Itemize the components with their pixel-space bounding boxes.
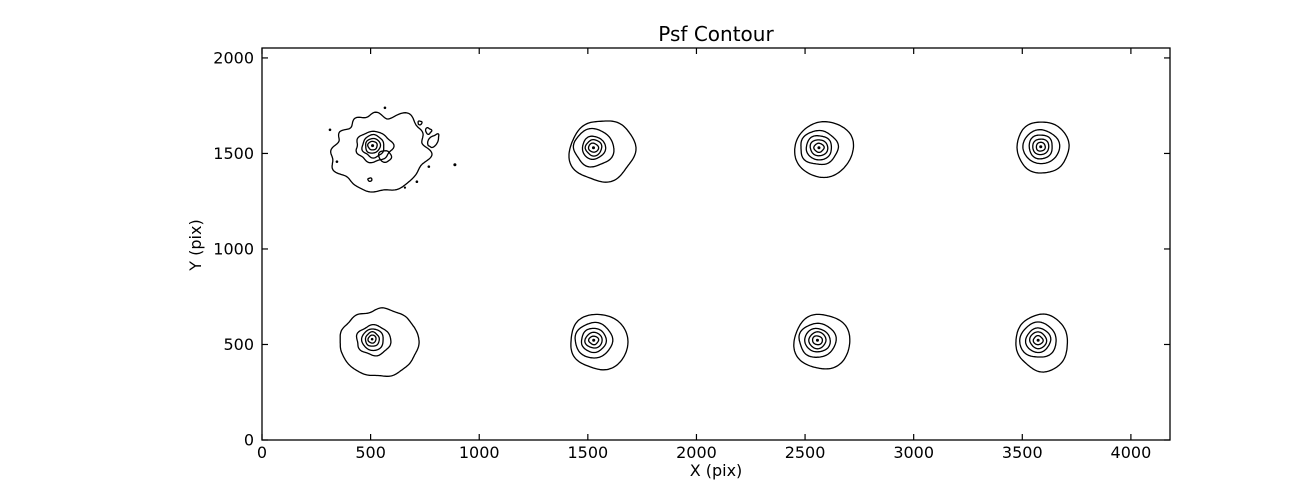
y-tick-label: 0 <box>244 431 254 450</box>
psf-contour-ring <box>1022 129 1061 165</box>
chart-title: Psf Contour <box>658 22 774 46</box>
psf-contour-ring <box>1035 141 1046 152</box>
contour-fragment <box>424 127 433 135</box>
psf-contour-ring <box>798 322 837 358</box>
psf-contour-ring <box>809 139 829 157</box>
x-tick-label: 500 <box>355 443 386 462</box>
psf-contour-ring <box>1024 327 1052 354</box>
contour-speck <box>403 186 407 189</box>
psf-peak-dot <box>370 337 374 341</box>
y-tick-label: 2000 <box>213 48 254 67</box>
psf-contour-ring <box>1016 121 1070 174</box>
contour-fragment <box>417 120 423 126</box>
psf-peak-dot <box>591 146 596 150</box>
psf-contour-ring <box>570 313 629 371</box>
psf-contour-ring <box>365 137 382 154</box>
contour-fragment <box>426 133 440 149</box>
psf-contour-ring <box>805 135 833 161</box>
x-tick-label: 4000 <box>1111 443 1152 462</box>
contour-speck <box>427 165 431 168</box>
psf-contour-ring <box>584 331 603 349</box>
contour-speck <box>328 128 332 132</box>
psf-contour-ring <box>330 111 433 193</box>
psf-contour-ring <box>572 127 615 168</box>
psf-contour-ring <box>367 140 378 151</box>
psf-contour-ring <box>574 321 614 359</box>
contour-fragment <box>367 177 373 183</box>
x-tick-label: 2500 <box>785 443 826 462</box>
psf-contour-ring <box>364 331 380 347</box>
x-tick-label: 3000 <box>893 443 934 462</box>
psf-contour-ring <box>1015 313 1069 373</box>
contour-speck <box>335 160 339 163</box>
y-tick-label: 1500 <box>213 144 254 163</box>
x-tick-label: 2000 <box>676 443 717 462</box>
psf-contour-ring <box>587 142 600 153</box>
x-tick-label: 1000 <box>459 443 500 462</box>
x-axis-label: X (pix) <box>689 461 743 480</box>
psf-peak-dot <box>592 338 596 342</box>
psf-contour-ring <box>580 327 608 354</box>
psf-contour-ring <box>587 335 600 346</box>
psf-contour-ring <box>794 120 855 179</box>
psf-contour-ring <box>339 307 420 377</box>
psf-contour-ring <box>355 323 392 357</box>
psf-contour-ring <box>1032 138 1050 156</box>
psf-contour-ring <box>360 328 384 352</box>
psf-contour-ring <box>808 331 827 350</box>
contour-speck <box>415 180 419 184</box>
psf-peak-dot <box>817 146 821 150</box>
psf-peak-dot <box>1039 145 1043 149</box>
psf-contour-ring <box>1032 334 1044 346</box>
psf-contour-ring <box>813 142 825 154</box>
psf-contour-ring <box>1019 321 1057 358</box>
psf-contour-ring <box>584 138 603 157</box>
y-tick-label: 1000 <box>213 239 254 258</box>
psf-peak-dot <box>371 144 375 148</box>
axes-spines <box>261 47 1171 441</box>
psf-peak-dot <box>815 338 819 342</box>
psf-contour-ring <box>568 120 637 183</box>
contour-fragment <box>377 150 393 164</box>
psf-contour-ring <box>367 334 377 344</box>
y-tick-label: 500 <box>223 335 254 354</box>
contour-speck <box>383 106 387 110</box>
psf-contour-ring <box>581 135 607 161</box>
psf-contour-ring <box>1029 331 1048 350</box>
psf-contour-ring <box>1028 134 1053 160</box>
x-tick-label: 0 <box>257 443 267 462</box>
psf-contour-ring <box>804 327 831 353</box>
psf-contour-ring <box>793 313 851 370</box>
psf-peak-dot <box>1036 338 1040 342</box>
contour-speck <box>453 163 457 167</box>
x-tick-label: 3500 <box>1002 443 1043 462</box>
psf-contour-ring <box>355 130 395 164</box>
psf-contour-ring <box>800 129 840 166</box>
psf-contour-ring <box>811 335 824 346</box>
x-tick-label: 1500 <box>567 443 608 462</box>
